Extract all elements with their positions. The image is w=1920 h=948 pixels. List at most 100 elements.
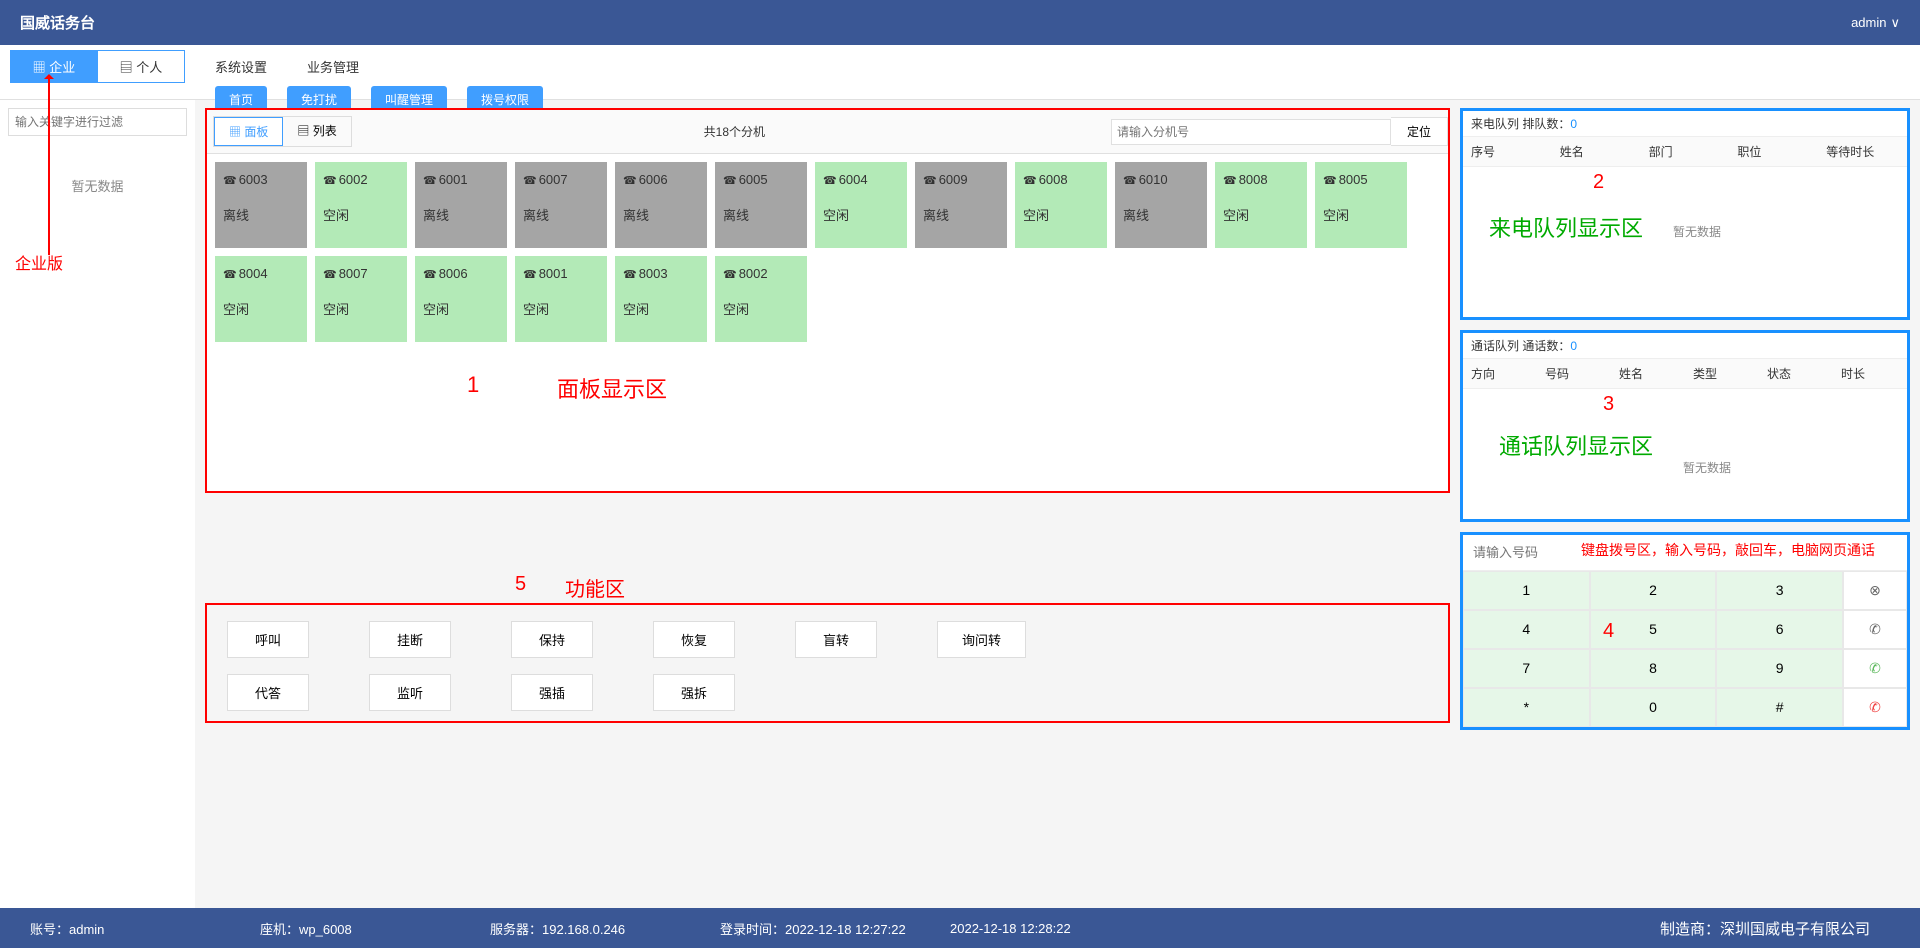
key-1[interactable]: 1 [1463, 571, 1590, 610]
ext-card-6004[interactable]: 6004空闲 [815, 162, 907, 248]
status-bar: 账号：admin 座机：wp_6008 服务器：192.168.0.246 登录… [0, 908, 1920, 948]
ext-card-8003[interactable]: 8003空闲 [615, 256, 707, 342]
col-职位: 职位 [1729, 137, 1818, 166]
func-保持[interactable]: 保持 [511, 621, 593, 658]
phone-icon [1023, 172, 1037, 187]
anno-2: 2 [1593, 171, 1604, 194]
func-代答[interactable]: 代答 [227, 674, 309, 711]
footer-mfr: 制造商：深圳国威电子有限公司 [1660, 918, 1890, 939]
key-⊗[interactable]: ⊗ [1843, 571, 1907, 610]
ext-card-8006[interactable]: 8006空闲 [415, 256, 507, 342]
locate-button[interactable]: 定位 [1391, 117, 1448, 146]
call-empty: 暂无数据 [1683, 459, 1731, 476]
ext-card-6006[interactable]: 6006离线 [615, 162, 707, 248]
col-序号: 序号 [1463, 137, 1552, 166]
anno-incoming-text: 来电队列显示区 [1489, 211, 1643, 243]
col-状态: 状态 [1759, 359, 1833, 388]
footer-server: 服务器：192.168.0.246 [490, 919, 720, 938]
col-等待时长: 等待时长 [1818, 137, 1907, 166]
phone-icon [823, 172, 837, 187]
ext-card-8007[interactable]: 8007空闲 [315, 256, 407, 342]
anno-4: 4 [1603, 620, 1614, 643]
ext-card-6001[interactable]: 6001离线 [415, 162, 507, 248]
ext-card-8008[interactable]: 8008空闲 [1215, 162, 1307, 248]
func-强拆[interactable]: 强拆 [653, 674, 735, 711]
ext-card-6009[interactable]: 6009离线 [915, 162, 1007, 248]
chevron-down-icon: ∨ [1890, 15, 1900, 31]
key-#[interactable]: # [1716, 688, 1843, 727]
sidebar-empty: 暂无数据 [8, 176, 187, 195]
call-queue: 通话队列 通话数：0 方向号码姓名类型状态时长 3 通话队列显示区 暂无数据 [1460, 330, 1910, 522]
key-✆[interactable]: ✆ [1843, 649, 1907, 688]
key-✆[interactable]: ✆ [1843, 688, 1907, 727]
key-8[interactable]: 8 [1590, 649, 1717, 688]
phone-icon [1123, 172, 1137, 187]
key-6[interactable]: 6 [1716, 610, 1843, 649]
view-list[interactable]: ▤ 列表 [283, 117, 350, 146]
phone-icon [223, 266, 237, 281]
phone-icon [623, 266, 637, 281]
edition-tabs: ▦ 企业 ▤ 个人 [0, 45, 195, 88]
function-panel: 呼叫 挂断 保持 恢复 盲转 询问转 代答 监听 强插 强拆 [205, 603, 1450, 723]
anno-5: 5 [515, 573, 526, 596]
dial-pad: 键盘拨号区，输入号码，敲回车，电脑网页通话 4 123⊗456✆789✆*0#✆ [1460, 532, 1910, 730]
key-*[interactable]: * [1463, 688, 1590, 727]
func-呼叫[interactable]: 呼叫 [227, 621, 309, 658]
anno-dial-text: 键盘拨号区，输入号码，敲回车，电脑网页通话 [1581, 541, 1875, 561]
ext-card-6003[interactable]: 6003离线 [215, 162, 307, 248]
user-menu[interactable]: admin∨ [1851, 15, 1900, 31]
tab-personal[interactable]: ▤ 个人 [98, 50, 185, 83]
anno-func-text: 功能区 [565, 573, 625, 602]
func-挂断[interactable]: 挂断 [369, 621, 451, 658]
ext-count: 共18个分机 [358, 123, 1111, 140]
func-强插[interactable]: 强插 [511, 674, 593, 711]
filter-input[interactable] [8, 108, 187, 136]
ext-card-6008[interactable]: 6008空闲 [1015, 162, 1107, 248]
phone-icon [323, 266, 337, 281]
ext-card-6007[interactable]: 6007离线 [515, 162, 607, 248]
key-2[interactable]: 2 [1590, 571, 1717, 610]
key-3[interactable]: 3 [1716, 571, 1843, 610]
func-询问转[interactable]: 询问转 [937, 621, 1026, 658]
key-4[interactable]: 4 [1463, 610, 1590, 649]
top-bar: ▦ 企业 ▤ 个人 系统设置 业务管理 首页 免打扰 叫醒管理 拨号权限 [0, 45, 1920, 100]
func-监听[interactable]: 监听 [369, 674, 451, 711]
func-恢复[interactable]: 恢复 [653, 621, 735, 658]
col-姓名: 姓名 [1552, 137, 1641, 166]
ext-card-8004[interactable]: 8004空闲 [215, 256, 307, 342]
col-号码: 号码 [1537, 359, 1611, 388]
ext-card-6005[interactable]: 6005离线 [715, 162, 807, 248]
ext-card-8005[interactable]: 8005空闲 [1315, 162, 1407, 248]
incoming-empty: 暂无数据 [1673, 223, 1721, 240]
phone-icon [923, 172, 937, 187]
view-panel[interactable]: ▦ 面板 [214, 117, 283, 146]
app-title: 国威话务台 [20, 12, 95, 33]
anno-call-text: 通话队列显示区 [1499, 429, 1653, 461]
ext-search[interactable] [1111, 119, 1391, 145]
menu-system[interactable]: 系统设置 [215, 53, 267, 80]
col-姓名: 姓名 [1611, 359, 1685, 388]
key-0[interactable]: 0 [1590, 688, 1717, 727]
footer-seat: 座机：wp_6008 [260, 919, 490, 938]
tab-enterprise[interactable]: ▦ 企业 [10, 50, 98, 83]
func-盲转[interactable]: 盲转 [795, 621, 877, 658]
phone-icon [323, 172, 337, 187]
menu-biz[interactable]: 业务管理 [307, 53, 359, 80]
phone-icon [523, 266, 537, 281]
phone-icon [423, 266, 437, 281]
anno-arrow [48, 75, 50, 255]
phone-icon [223, 172, 237, 187]
ext-card-6002[interactable]: 6002空闲 [315, 162, 407, 248]
ext-card-8001[interactable]: 8001空闲 [515, 256, 607, 342]
extension-panel: ▦ 面板 ▤ 列表 共18个分机 定位 6003离线 6002空闲 6001离线… [205, 108, 1450, 493]
phone-icon [723, 266, 737, 281]
anno-1: 1 [467, 372, 479, 398]
key-✆[interactable]: ✆ [1843, 610, 1907, 649]
phone-icon [1223, 172, 1237, 187]
key-9[interactable]: 9 [1716, 649, 1843, 688]
anno-3: 3 [1603, 393, 1614, 416]
key-7[interactable]: 7 [1463, 649, 1590, 688]
phone-icon [423, 172, 437, 187]
ext-card-8002[interactable]: 8002空闲 [715, 256, 807, 342]
ext-card-6010[interactable]: 6010离线 [1115, 162, 1207, 248]
